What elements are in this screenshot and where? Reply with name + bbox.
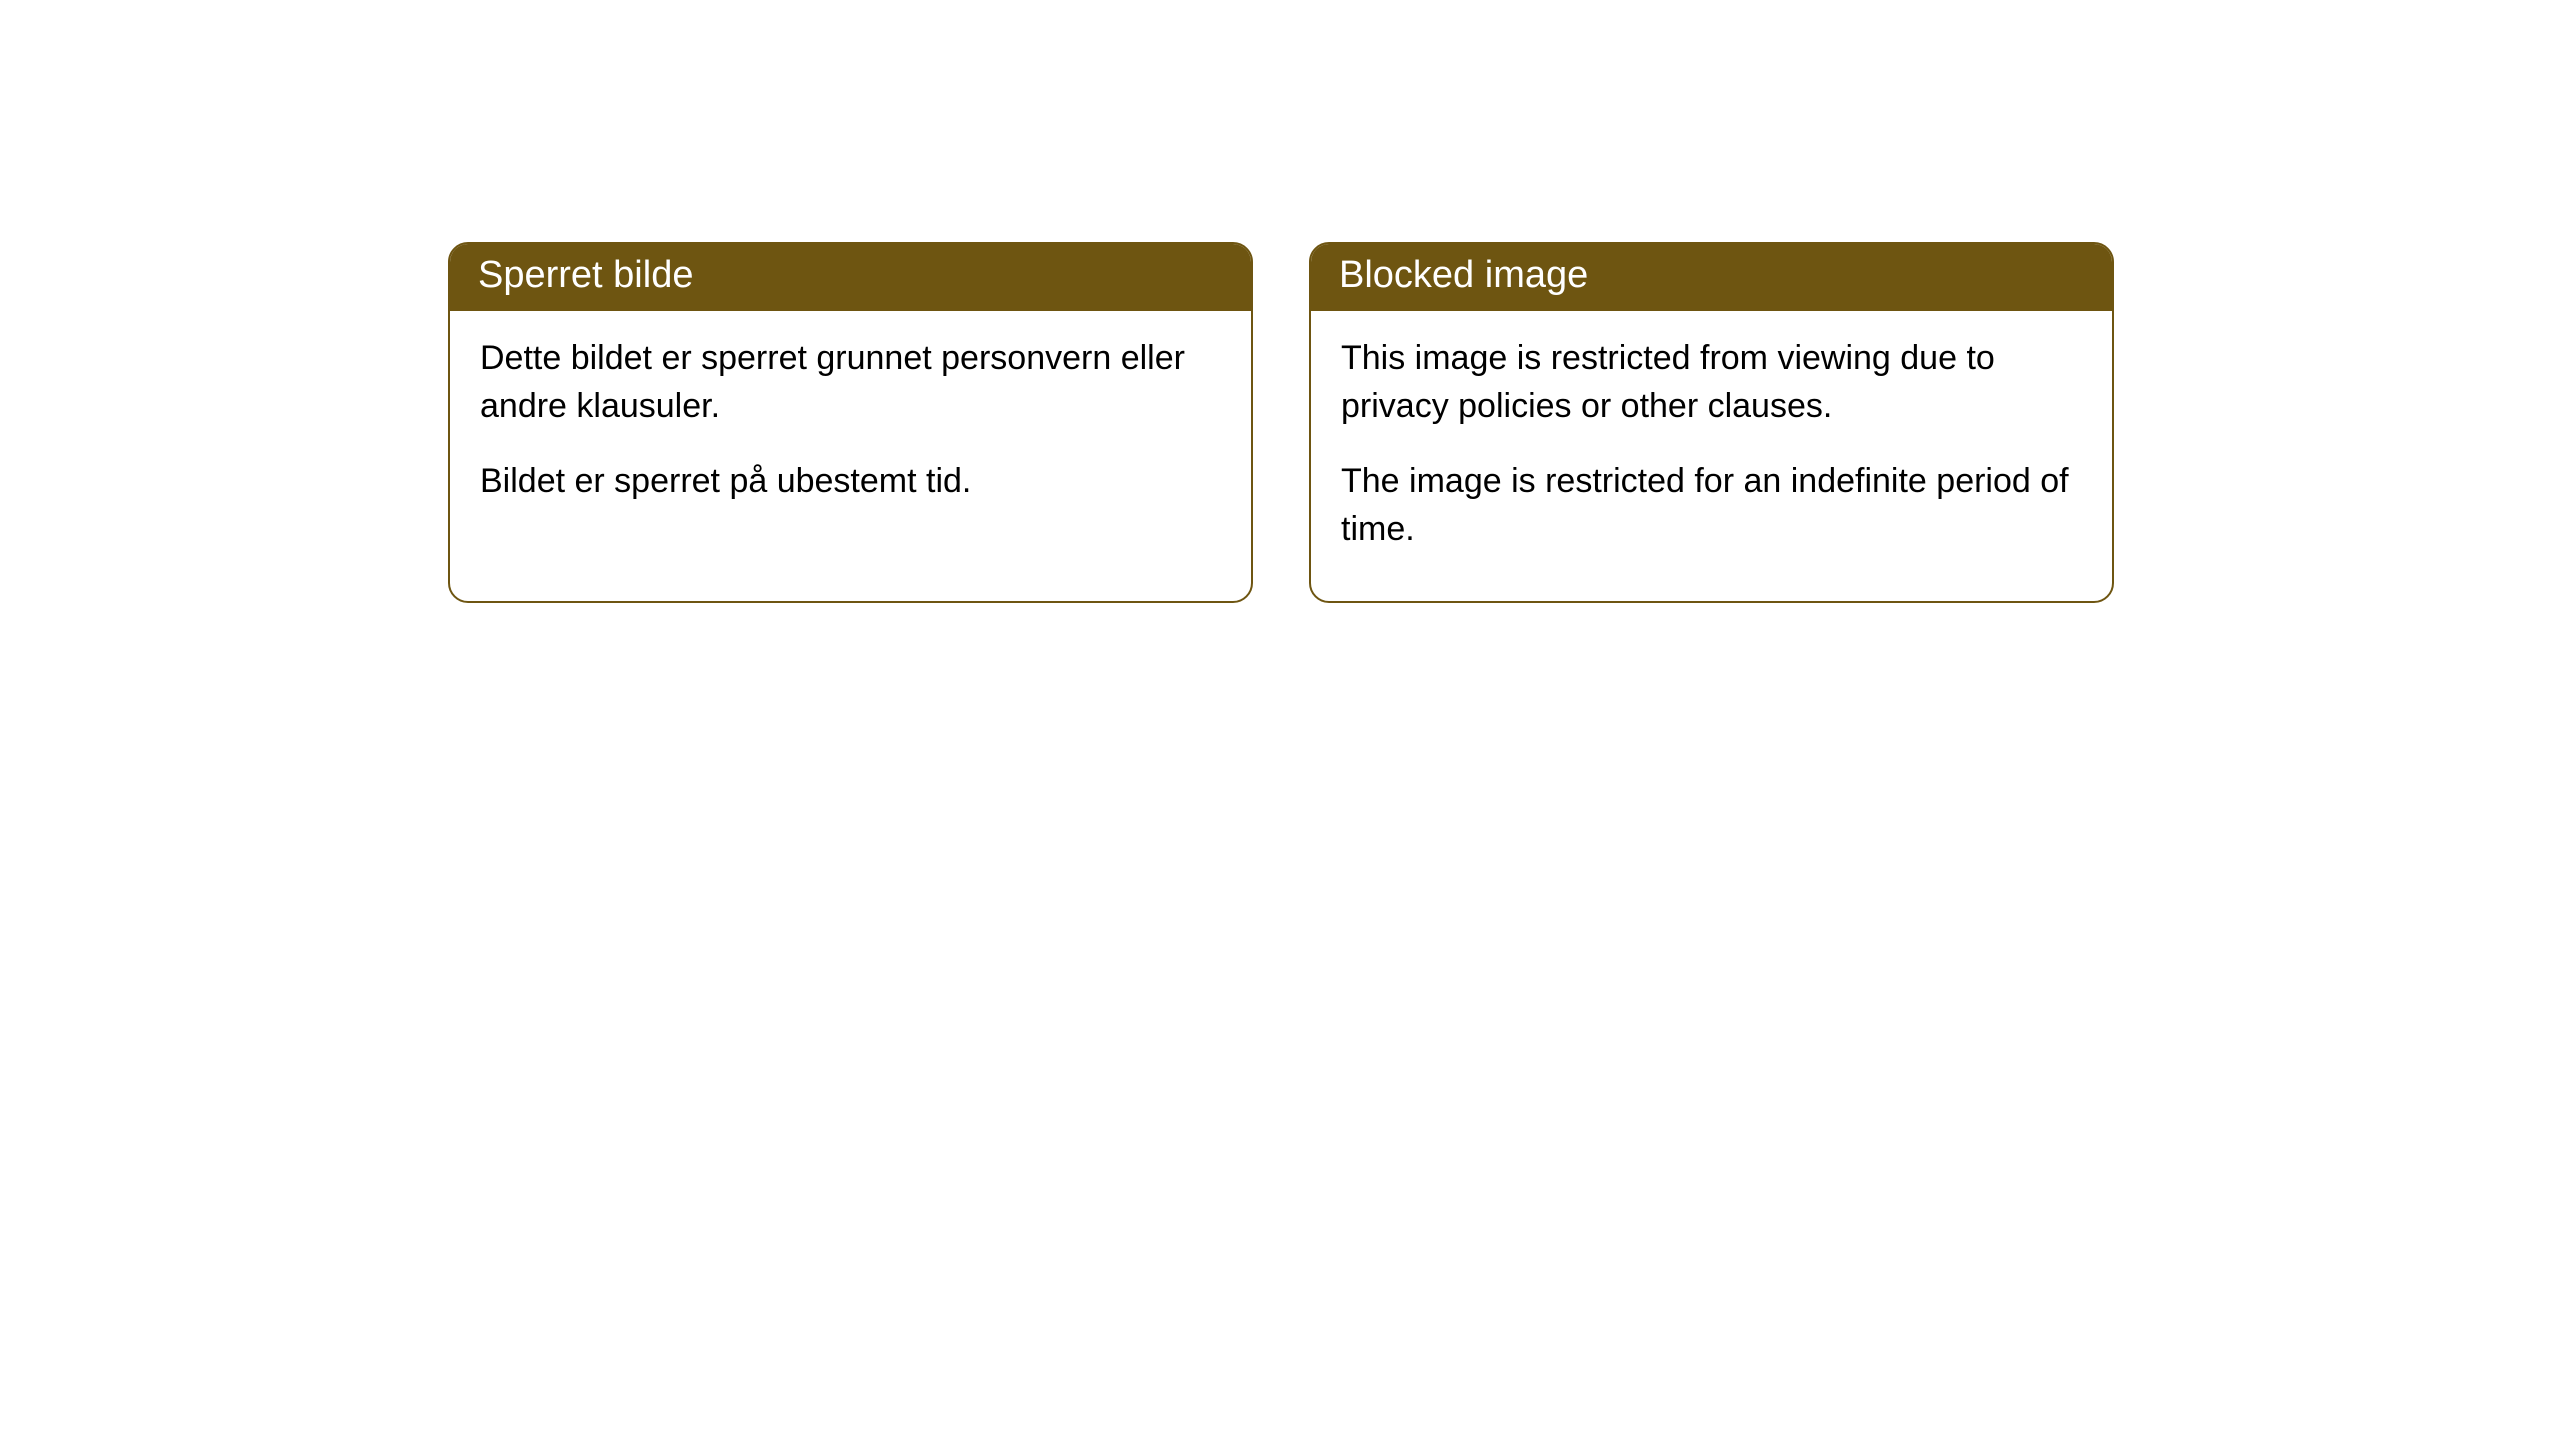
card-paragraph-2-english: The image is restricted for an indefinit… (1341, 458, 2082, 553)
blocked-image-card-english: Blocked image This image is restricted f… (1309, 242, 2114, 603)
card-title-norwegian: Sperret bilde (450, 244, 1251, 311)
card-body-norwegian: Dette bildet er sperret grunnet personve… (450, 311, 1251, 554)
card-paragraph-1-norwegian: Dette bildet er sperret grunnet personve… (480, 335, 1221, 430)
notice-cards-container: Sperret bilde Dette bildet er sperret gr… (0, 0, 2560, 603)
card-paragraph-2-norwegian: Bildet er sperret på ubestemt tid. (480, 458, 1221, 506)
card-body-english: This image is restricted from viewing du… (1311, 311, 2112, 601)
card-paragraph-1-english: This image is restricted from viewing du… (1341, 335, 2082, 430)
blocked-image-card-norwegian: Sperret bilde Dette bildet er sperret gr… (448, 242, 1253, 603)
card-title-english: Blocked image (1311, 244, 2112, 311)
